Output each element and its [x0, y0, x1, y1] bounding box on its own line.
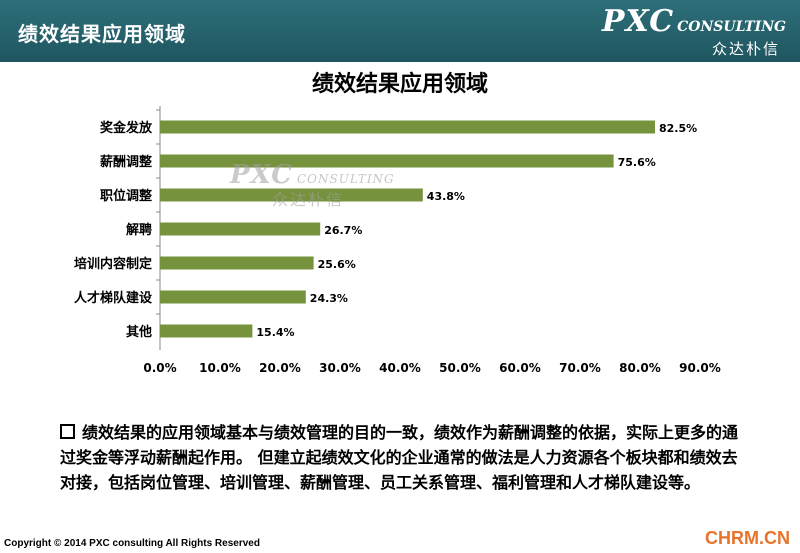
bar-value-label: 26.7% — [324, 224, 362, 237]
category-label: 解聘 — [125, 222, 152, 238]
bar — [160, 222, 321, 236]
category-label: 薪酬调整 — [100, 154, 153, 170]
slide-title: 绩效结果应用领域 — [18, 22, 186, 46]
bar — [160, 154, 614, 168]
pxc-logo: PXC CONSULTING 众达朴信 — [596, 4, 786, 58]
bar — [160, 188, 423, 202]
logo-chinese-text: 众达朴信 — [711, 40, 780, 58]
x-tick-label: 80.0% — [619, 361, 661, 375]
slide-header: 绩效结果应用领域 PXC CONSULTING 众达朴信 — [0, 0, 800, 62]
x-tick-label: 70.0% — [559, 361, 601, 375]
site-logo-text: CHRM.CN — [705, 528, 790, 548]
bullet-box-icon — [60, 424, 75, 439]
logo-sub-text: CONSULTING — [677, 19, 786, 35]
bar-chart: 奖金发放 82.5% 薪酬调整 75.6% 职位调整 43.8% 解聘 26.7% 培训内容制定… — [74, 106, 721, 375]
bar-value-label: 25.6% — [318, 258, 356, 271]
category-label: 其他 — [126, 324, 152, 340]
x-tick-label: 30.0% — [319, 361, 361, 375]
x-tick-label: 40.0% — [379, 361, 421, 375]
x-tick-label: 60.0% — [499, 361, 541, 375]
description-block: 绩效结果的应用领域基本与绩效管理的目的一致，绩效作为薪酬调整的依据，实际上更多的… — [60, 420, 750, 495]
bar-value-label: 43.8% — [427, 190, 465, 203]
x-tick-label: 20.0% — [259, 361, 301, 375]
bar-value-label: 82.5% — [659, 122, 697, 135]
x-tick-label: 10.0% — [199, 361, 241, 375]
bar — [160, 256, 314, 270]
chart-title: 绩效结果应用领域 — [311, 72, 488, 97]
description-text: 绩效结果的应用领域基本与绩效管理的目的一致，绩效作为薪酬调整的依据，实际上更多的… — [60, 423, 739, 492]
bar — [160, 120, 655, 134]
x-tick-label: 90.0% — [679, 361, 721, 375]
bar-value-label: 75.6% — [618, 156, 656, 169]
logo-wordmark: PXC CONSULTING — [602, 4, 786, 39]
x-tick-label: 0.0% — [143, 361, 176, 375]
bar-value-label: 24.3% — [310, 292, 348, 305]
category-label: 奖金发放 — [100, 120, 153, 136]
copyright-text: Copyright © 2014 PXC consulting All Righ… — [4, 538, 260, 549]
bar-value-label: 15.4% — [256, 326, 294, 339]
category-label: 职位调整 — [100, 188, 153, 204]
category-label: 人才梯队建设 — [74, 290, 153, 306]
category-label: 培训内容制定 — [74, 256, 152, 272]
bar — [160, 324, 253, 338]
bar — [160, 290, 306, 304]
logo-main-text: PXC — [601, 4, 675, 39]
x-tick-label: 50.0% — [439, 361, 481, 375]
